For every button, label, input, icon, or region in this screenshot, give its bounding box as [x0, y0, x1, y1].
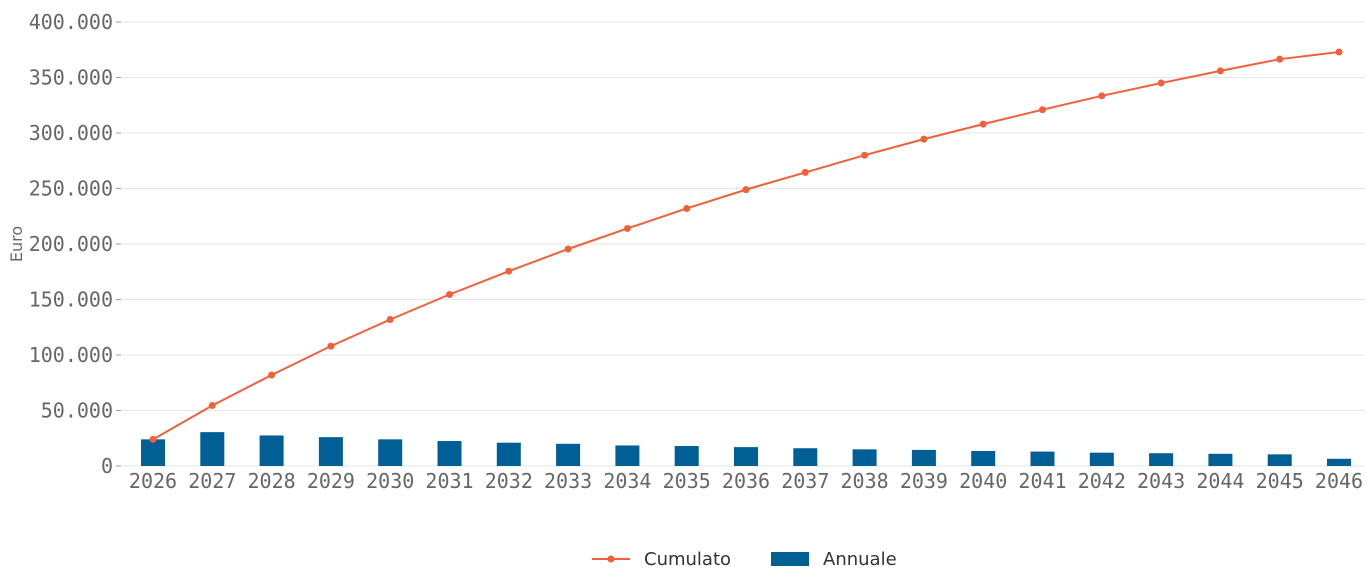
point-cumulato: [1335, 48, 1343, 56]
point-cumulato: [327, 342, 335, 350]
bar-annuale: [1327, 458, 1351, 466]
x-tick-label: 2028: [248, 469, 296, 493]
x-tick-label: 2037: [781, 469, 829, 493]
point-cumulato: [742, 186, 750, 194]
x-tick-label: 2039: [900, 469, 948, 493]
legend-label-annuale: Annuale: [823, 549, 897, 568]
bars-annuale: [141, 432, 1351, 466]
grid-lines: [122, 21, 1365, 467]
bar-annuale: [615, 445, 640, 466]
y-tick-label: 50.000: [41, 399, 113, 423]
x-tick-label: 2040: [959, 469, 1007, 493]
x-tick-label: 2042: [1078, 469, 1126, 493]
x-axis-ticks: 2026 2027 2028 2029 2030 2031 2032 2033 2034 2035…: [129, 469, 1363, 493]
point-cumulato: [208, 402, 216, 410]
bar-annuale: [1149, 453, 1174, 466]
legend-label-cumulato: Cumulato: [644, 549, 731, 568]
point-cumulato: [386, 315, 394, 323]
y-tick-label: 300.000: [29, 121, 113, 145]
bar-annuale: [200, 432, 225, 466]
point-cumulato: [801, 168, 809, 176]
bar-annuale: [1089, 452, 1114, 466]
point-cumulato: [979, 120, 987, 128]
legend-marker-cumulato: [607, 555, 615, 563]
point-cumulato: [920, 135, 928, 143]
x-tick-label: 2038: [841, 469, 889, 493]
bar-annuale: [674, 446, 699, 466]
line-cumulato-path: [152, 50, 1340, 441]
bar-annuale: [437, 441, 462, 466]
x-tick-label: 2035: [663, 469, 711, 493]
y-tick-label: 350.000: [29, 66, 113, 90]
point-cumulato: [446, 291, 453, 299]
point-cumulato: [861, 151, 869, 159]
y-tick-label: 250.000: [29, 177, 113, 201]
bar-annuale: [318, 437, 343, 466]
point-cumulato: [505, 267, 513, 275]
x-tick-label: 2033: [544, 469, 592, 493]
point-cumulato: [1276, 55, 1284, 63]
legend: Cumulato Annuale: [592, 549, 897, 568]
legend-swatch-annuale: [771, 552, 809, 566]
y-tick-label: 100.000: [29, 343, 113, 367]
bar-annuale: [852, 449, 877, 466]
x-tick-label: 2034: [603, 469, 651, 493]
point-cumulato: [1039, 106, 1046, 114]
bar-annuale: [793, 448, 818, 466]
point-cumulato: [149, 435, 157, 443]
point-cumulato: [1216, 67, 1224, 75]
x-tick-label: 2044: [1196, 469, 1244, 493]
x-tick-label: 2032: [485, 469, 533, 493]
bar-annuale: [378, 439, 403, 466]
point-cumulato: [268, 371, 276, 379]
x-tick-label: 2045: [1256, 469, 1304, 493]
point-cumulato: [623, 224, 631, 232]
y-tick-label: 150.000: [29, 288, 113, 312]
x-tick-label: 2026: [129, 469, 177, 493]
x-tick-label: 2029: [307, 469, 355, 493]
x-tick-label: 2036: [722, 469, 770, 493]
x-tick-label: 2041: [1018, 469, 1066, 493]
y-tick-label: 400.000: [29, 10, 113, 34]
bar-annuale: [259, 435, 284, 466]
x-tick-label: 2027: [188, 469, 236, 493]
bar-annuale: [496, 442, 521, 466]
point-cumulato: [1157, 79, 1165, 87]
x-tick-label: 2043: [1137, 469, 1185, 493]
point-cumulato: [564, 245, 572, 253]
bar-annuale: [911, 449, 936, 466]
bar-annuale: [556, 443, 581, 466]
x-tick-label: 2031: [425, 469, 473, 493]
bar-annuale: [734, 447, 758, 466]
x-tick-label: 2030: [366, 469, 414, 493]
bar-annuale: [141, 439, 165, 466]
bar-annuale: [1208, 453, 1233, 466]
bar-annuale: [971, 451, 996, 466]
y-axis-ticks: 0 50.000 100.000 150.000 200.000 250.000 300.0…: [29, 10, 121, 478]
y-tick-label: 0: [101, 454, 113, 478]
point-cumulato: [683, 204, 691, 212]
x-tick-label: 2046: [1315, 469, 1363, 493]
point-cumulato: [1098, 92, 1106, 100]
bar-annuale: [1030, 451, 1055, 466]
bar-annuale: [1267, 454, 1292, 466]
y-axis-label: Euro: [7, 226, 26, 262]
y-tick-label: 200.000: [29, 232, 113, 256]
line-cumulato: [149, 48, 1343, 443]
